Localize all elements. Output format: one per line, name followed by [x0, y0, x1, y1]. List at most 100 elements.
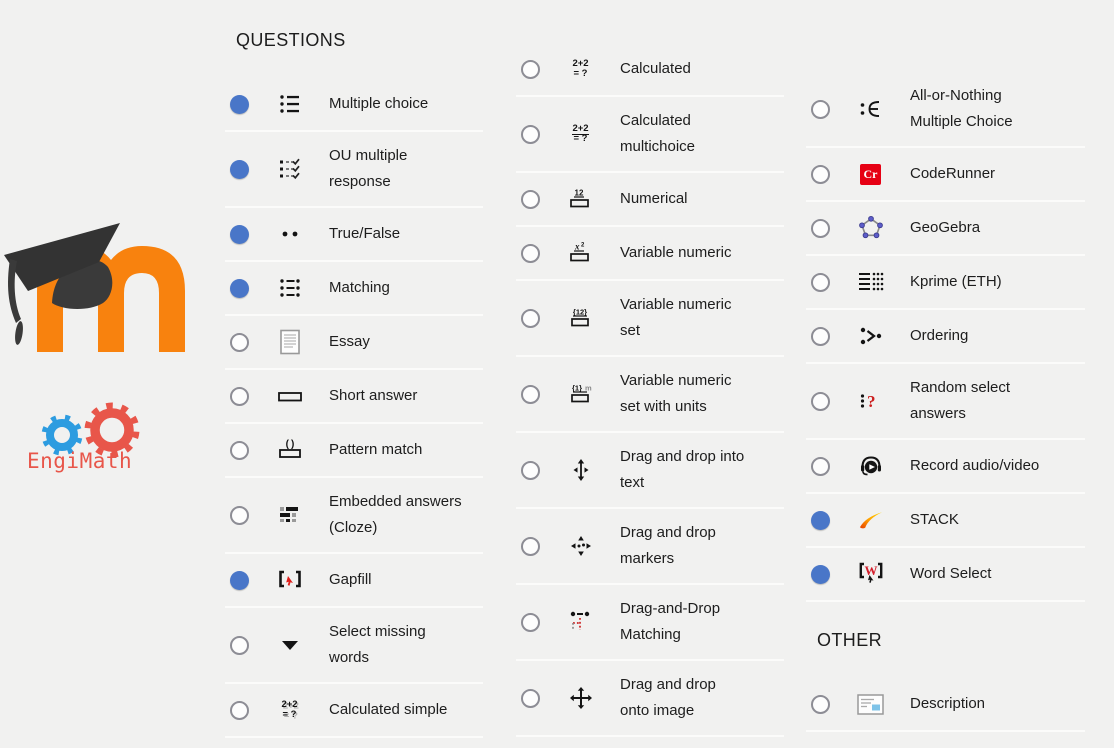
- all-or-nothing-icon: [857, 96, 884, 123]
- radio-all-or-nothing-multiple-choice[interactable]: [811, 99, 830, 119]
- option-label: Pattern match: [329, 441, 423, 458]
- option-kprime-eth[interactable]: Kprime (ETH): [806, 256, 1085, 310]
- option-all-or-nothing-multiple-choice[interactable]: All-or-Nothing Multiple Choice: [806, 72, 1085, 148]
- option-variable-numeric-set-units[interactable]: {1} m Variable numeric set with units: [516, 357, 784, 433]
- option-multiple-choice[interactable]: Multiple choice: [225, 78, 483, 132]
- radio-geogebra[interactable]: [811, 218, 830, 238]
- radio-drag-drop-onto-image[interactable]: [521, 688, 540, 708]
- option-drag-drop-into-text[interactable]: Drag and drop into text: [516, 433, 784, 509]
- option-random-select-answers[interactable]: ? Random select answers: [806, 364, 1085, 440]
- option-label: Calculated multichoice: [620, 112, 696, 155]
- radio-variable-numeric[interactable]: [521, 243, 540, 263]
- radio-drag-drop-into-text[interactable]: [521, 460, 540, 480]
- option-label: Word Select: [910, 565, 992, 582]
- option-stack[interactable]: STACK: [806, 494, 1085, 548]
- option-label: Drag and drop onto image: [620, 676, 716, 719]
- option-label: GeoGebra: [910, 219, 981, 236]
- questions-section-header: QUESTIONS: [236, 30, 346, 50]
- radio-drag-drop-markers[interactable]: [521, 536, 540, 556]
- question-type-column-3: All-or-Nothing Multiple Choice Cr CodeRunn…: [806, 72, 1085, 732]
- radio-ou-multiple-response[interactable]: [230, 159, 249, 179]
- option-pattern-match[interactable]: ( ) Pattern match: [225, 424, 483, 478]
- option-numerical[interactable]: 12 Numerical: [516, 173, 784, 227]
- option-matching[interactable]: Matching: [225, 262, 483, 316]
- option-drag-drop-markers[interactable]: Drag and drop markers: [516, 509, 784, 585]
- option-embedded-answers-cloze[interactable]: Embedded answers (Cloze): [225, 478, 483, 554]
- option-word-select[interactable]: W Word Select: [806, 548, 1085, 602]
- radio-calculated[interactable]: [521, 59, 540, 79]
- radio-record-audio-video[interactable]: [811, 456, 830, 476]
- option-coderunner[interactable]: Cr CodeRunner: [806, 148, 1085, 202]
- other-section-header: OTHER: [817, 630, 882, 650]
- option-short-answer[interactable]: Short answer: [225, 370, 483, 424]
- radio-random-select-answers[interactable]: [811, 391, 830, 411]
- option-label: OU multiple response: [329, 147, 408, 190]
- variable-numeric-set-units-icon: {1} m: [567, 381, 594, 408]
- radio-calculated-multichoice[interactable]: [521, 124, 540, 144]
- graduation-cap-tassel: [8, 259, 21, 323]
- option-calculated[interactable]: 2+2 = ? Calculated: [516, 43, 784, 97]
- ordering-icon: [857, 323, 884, 350]
- option-label: Ordering: [910, 327, 969, 344]
- radio-coderunner[interactable]: [811, 164, 830, 184]
- other-type-list: Description: [806, 678, 1085, 732]
- option-essay[interactable]: Essay: [225, 316, 483, 370]
- option-variable-numeric[interactable]: x 2 Variable numeric: [516, 227, 784, 281]
- option-record-audio-video[interactable]: Record audio/video: [806, 440, 1085, 494]
- option-description[interactable]: Description: [806, 678, 1085, 732]
- radio-short-answer[interactable]: [230, 386, 249, 406]
- option-label: Gapfill: [329, 571, 372, 588]
- radio-pattern-match[interactable]: [230, 440, 249, 460]
- radio-variable-numeric-set-units[interactable]: [521, 384, 540, 404]
- option-label: Short answer: [329, 387, 418, 404]
- radio-numerical[interactable]: [521, 189, 540, 209]
- radio-calculated-simple[interactable]: [230, 700, 249, 720]
- option-variable-numeric-set[interactable]: {12} Variable numeric set: [516, 281, 784, 357]
- radio-gapfill[interactable]: [230, 570, 249, 590]
- radio-multiple-choice[interactable]: [230, 94, 249, 114]
- svg-text:12: 12: [574, 189, 583, 198]
- radio-essay[interactable]: [230, 332, 249, 352]
- svg-text:W: W: [864, 563, 877, 578]
- radio-kprime-eth[interactable]: [811, 272, 830, 292]
- radio-ordering[interactable]: [811, 326, 830, 346]
- option-label: Kprime (ETH): [910, 273, 1002, 290]
- option-ou-multiple-response[interactable]: OU multiple response: [225, 132, 483, 208]
- radio-drag-drop-matching[interactable]: [521, 612, 540, 632]
- option-label: True/False: [329, 225, 401, 242]
- word-select-icon: W: [857, 561, 884, 588]
- radio-stack[interactable]: [811, 510, 830, 530]
- option-drag-drop-matching[interactable]: Drag-and-Drop Matching: [516, 585, 784, 661]
- option-true-false[interactable]: True/False: [225, 208, 483, 262]
- option-gapfill[interactable]: Gapfill: [225, 554, 483, 608]
- radio-matching[interactable]: [230, 278, 249, 298]
- matching-icon: [276, 275, 303, 302]
- radio-true-false[interactable]: [230, 224, 249, 244]
- engimath-gears-logo: [41, 402, 140, 458]
- option-calculated-simple[interactable]: 2+2 = ? Calculated simple: [225, 684, 483, 738]
- radio-word-select[interactable]: [811, 564, 830, 584]
- option-drag-drop-onto-image[interactable]: Drag and drop onto image: [516, 661, 784, 737]
- description-icon: [857, 691, 884, 718]
- multiple-choice-icon: [276, 91, 303, 118]
- option-label: Variable numeric set with units: [620, 372, 732, 415]
- option-label: Embedded answers (Cloze): [329, 493, 462, 536]
- radio-select-missing-words[interactable]: [230, 635, 249, 655]
- radio-variable-numeric-set[interactable]: [521, 308, 540, 328]
- svg-text:x: x: [574, 242, 580, 252]
- short-answer-icon: [276, 383, 303, 410]
- random-select-icon: ?: [857, 388, 884, 415]
- option-geogebra[interactable]: GeoGebra: [806, 202, 1085, 256]
- radio-description[interactable]: [811, 694, 830, 714]
- radio-embedded-answers-cloze[interactable]: [230, 505, 249, 525]
- graduation-cap-board: [4, 223, 120, 291]
- graduation-cap-tassel-end: [15, 321, 23, 345]
- option-ordering[interactable]: Ordering: [806, 310, 1085, 364]
- option-calculated-multichoice[interactable]: 2+2 = ? Calculated multichoice: [516, 97, 784, 173]
- drag-drop-onto-image-icon: [567, 685, 594, 712]
- question-type-list: All-or-Nothing Multiple Choice Cr CodeRunn…: [806, 72, 1085, 602]
- option-select-missing-words[interactable]: Select missing words: [225, 608, 483, 684]
- select-missing-words-icon: [276, 632, 303, 659]
